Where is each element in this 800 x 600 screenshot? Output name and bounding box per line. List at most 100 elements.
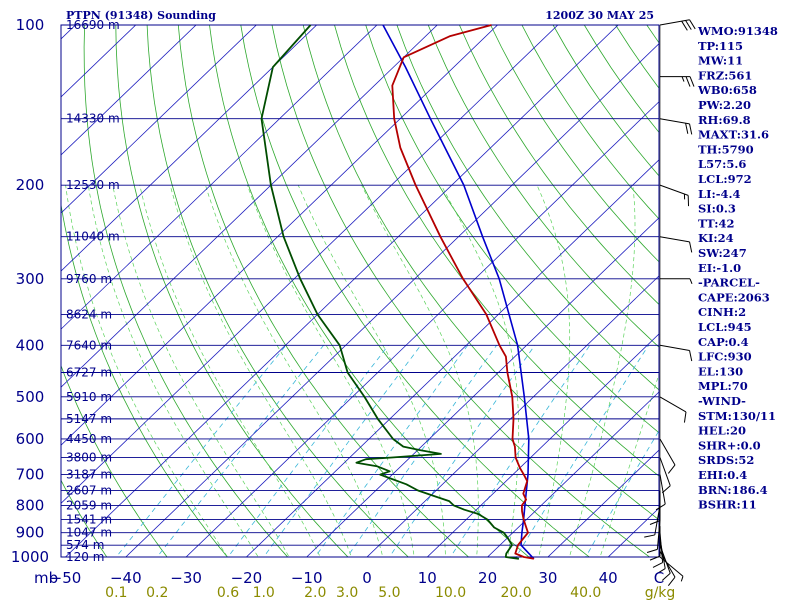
- barb-flag: [689, 350, 693, 362]
- mixing-ratio-line: [263, 345, 422, 557]
- moist-adiabat: [87, 185, 259, 557]
- index-entry: SW:247: [698, 246, 747, 260]
- isotherm: [185, 101, 659, 557]
- dry-adiabat: [146, 25, 409, 557]
- index-entry: SRDS:52: [698, 453, 754, 467]
- pressure-axis-unit: mb: [34, 569, 58, 587]
- mixing-ratio-line: [515, 345, 649, 557]
- dry-adiabat: [271, 25, 651, 557]
- barb-flag: [646, 548, 658, 553]
- index-entry: -PARCEL-: [698, 276, 760, 290]
- barb-flag: [689, 76, 695, 87]
- barb-flag: [661, 485, 671, 494]
- isotherm: [61, 25, 197, 156]
- mixing-ratio-label: 1.0: [253, 585, 275, 600]
- index-entry: EHI:0.4: [698, 468, 747, 482]
- index-entry: MPL:70: [698, 379, 748, 393]
- mixing-ratio-line: [227, 345, 389, 557]
- wind-barb: [659, 19, 696, 31]
- wind-barb: [649, 526, 661, 561]
- mixing-ratio-label: 3.0: [336, 585, 358, 600]
- barb-staff: [659, 438, 676, 466]
- wind-barb: [659, 118, 693, 135]
- dry-adiabat: [772, 25, 800, 568]
- index-entry: RH:69.8: [698, 113, 751, 127]
- barb-staff: [659, 118, 690, 125]
- isotherm: [306, 217, 659, 557]
- isotherm: [61, 25, 318, 272]
- pressure-label: 900: [16, 524, 45, 542]
- dry-adiabat: [427, 25, 659, 348]
- isotherm: [547, 449, 659, 557]
- temperature-tick-label: −10: [291, 569, 323, 587]
- barb-flag: [655, 568, 666, 575]
- height-label: 7640 m: [66, 338, 112, 352]
- index-entry: WB0:658: [697, 83, 757, 97]
- index-entry: BRN:186.4: [698, 483, 768, 497]
- barb-staff: [659, 184, 689, 196]
- barb-flag: [685, 123, 689, 134]
- isotherm: [366, 275, 659, 557]
- mixing-ratio-label: 0.1: [105, 585, 127, 600]
- index-entry: PW:2.20: [698, 98, 751, 112]
- moist-adiabat: [440, 184, 520, 557]
- height-label: 16690 m: [66, 18, 120, 32]
- height-label: 574 m: [66, 538, 104, 552]
- barb-flag: [689, 19, 696, 30]
- barb-half: [680, 576, 684, 582]
- wind-barb: [660, 278, 693, 284]
- index-entry: EI:-1.0: [698, 261, 741, 275]
- wind-barb: [660, 76, 695, 87]
- dry-adiabat: [365, 25, 659, 434]
- valid-time: 1200Z 30 MAY 25: [545, 9, 654, 22]
- barb-flag: [681, 20, 688, 31]
- index-entry: KI:24: [698, 231, 734, 245]
- height-label: 2607 m: [66, 484, 112, 498]
- dry-adiabat: [177, 25, 470, 557]
- mixing-ratio-label: 40.0: [570, 585, 601, 600]
- wind-barb: [659, 396, 687, 423]
- mixing-ratio-line: [585, 429, 659, 557]
- temperature-tick-label: −30: [170, 569, 202, 587]
- index-entry: MW:11: [698, 54, 743, 68]
- barb-flag: [655, 503, 666, 511]
- dry-adiabat: [240, 25, 590, 557]
- mixing-ratio-line: [450, 345, 591, 557]
- isotherm: [64, 25, 619, 557]
- barb-staff: [659, 19, 690, 26]
- pressure-label: 1000: [11, 548, 49, 566]
- mixing-ratio-label: 0.2: [146, 585, 168, 600]
- index-entry: BSHR:11: [698, 498, 757, 512]
- isotherm: [61, 25, 137, 98]
- temperature-tick-label: 20: [478, 569, 497, 587]
- height-label: 1047 m: [66, 526, 112, 540]
- barb-flag: [667, 576, 676, 586]
- isotherm: [426, 333, 659, 557]
- mixing-ratio-label: 10.0: [435, 585, 466, 600]
- moist-adiabat: [169, 185, 352, 557]
- height-label: 3187 m: [66, 468, 112, 482]
- pressure-label: 400: [16, 336, 45, 354]
- index-entry: -WIND-: [698, 394, 746, 408]
- isotherm: [61, 25, 257, 214]
- moist-adiabat: [361, 184, 479, 557]
- dry-adiabat: [396, 25, 659, 391]
- height-label: 6727 m: [66, 366, 112, 380]
- mixing-ratio-line: [388, 345, 536, 557]
- wind-barbs: [644, 19, 696, 586]
- mixing-ratio-label: 0.6: [217, 585, 239, 600]
- moist-adiabat: [569, 185, 636, 557]
- barb-staff: [659, 344, 690, 352]
- mixing-ratio-line: [346, 345, 497, 557]
- station-title: PTPN (91348) Sounding: [66, 9, 216, 22]
- barb-staff: [659, 457, 671, 486]
- temperature-tick-label: −40: [110, 569, 142, 587]
- dry-adiabat: [459, 25, 659, 305]
- temperature-tick-label: 30: [538, 569, 557, 587]
- index-entry: MAXT:31.6: [698, 128, 769, 142]
- height-label: 8624 m: [66, 307, 112, 321]
- index-entry: EL:130: [698, 364, 743, 378]
- index-entry: TP:115: [698, 39, 743, 53]
- barb-flag: [685, 76, 691, 87]
- barb-staff: [659, 474, 666, 505]
